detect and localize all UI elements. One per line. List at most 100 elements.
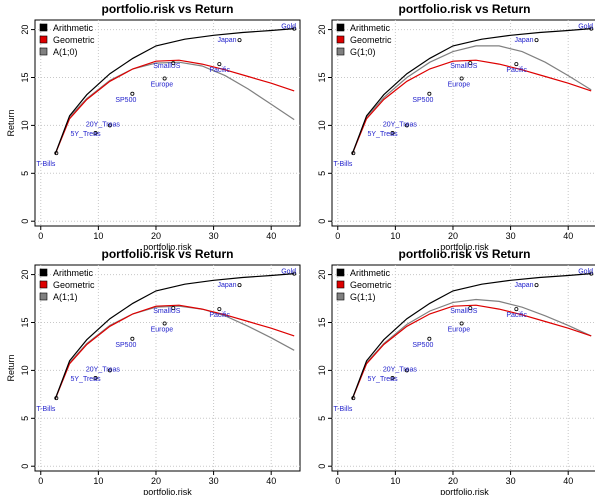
x-tick-label: 10 [390,476,400,486]
legend-label: G(1;1) [350,292,376,302]
asset-point [237,283,242,288]
x-tick-label: 30 [209,476,219,486]
legend-label: Geometric [350,280,392,290]
x-tick-label: 10 [390,231,400,241]
x-tick-label: 0 [38,476,43,486]
asset-point [351,396,356,401]
legend-swatch [336,292,345,301]
asset-label: Japan [218,282,237,289]
x-tick-label: 0 [335,476,340,486]
x-axis-label: portfolio.risk [143,487,192,495]
x-tick-label: 20 [151,231,161,241]
asset-point [468,306,473,311]
asset-label: 5Y_Treas [367,131,398,138]
asset-point [534,283,539,288]
y-axis-label: Return [6,109,16,136]
x-axis-label: portfolio.risk [440,487,489,495]
legend-swatch [39,292,48,301]
legend: Arithmetic Geometric G(1;0) [336,23,392,57]
asset-point [292,26,297,31]
asset-label: Japan [218,37,237,44]
y-tick-label: 20 [20,270,30,280]
plot-frame [34,19,301,227]
asset-point [459,321,464,326]
y-tick-label: 10 [20,120,30,130]
legend-label: Geometric [53,280,95,290]
asset-point [217,307,222,312]
asset-point [534,38,539,43]
series-line-0 [54,273,295,400]
asset-label: SP500 [115,342,136,349]
asset-label: 5Y_Treas [70,376,101,383]
asset-point [404,368,409,373]
series-line-0 [54,28,295,155]
asset-point [427,336,432,341]
asset-point [107,368,112,373]
asset-label: Pacific [209,67,230,74]
y-tick-label: 20 [317,270,327,280]
asset-point [162,76,167,81]
asset-point [351,151,356,156]
series-line-1 [351,304,592,400]
asset-point [162,321,167,326]
plot-frame [34,264,301,472]
asset-label: Europe [448,81,471,88]
x-tick-label: 40 [266,231,276,241]
asset-label: Gold [281,269,296,276]
legend-swatch [336,35,345,44]
asset-point [468,61,473,66]
asset-label: Pacific [209,312,230,319]
legend-swatch [336,23,345,32]
y-tick-label: 20 [317,25,327,35]
asset-point [107,123,112,128]
y-tick-label: 15 [317,72,327,82]
asset-label: T-Bills [333,406,353,413]
plot-frame [331,19,595,227]
legend-label: A(1;1) [53,292,78,302]
asset-label: T-Bills [36,161,56,168]
asset-label: SP500 [412,342,433,349]
asset-label: 5Y_Treas [70,131,101,138]
legend-swatch [336,47,345,56]
series-line-0 [351,273,592,400]
asset-point [589,271,594,276]
x-tick-label: 40 [563,231,573,241]
legend: Arithmetic Geometric A(1;0) [39,23,95,57]
asset-label: T-Bills [333,161,353,168]
y-tick-label: 10 [317,120,327,130]
asset-point [54,151,59,156]
legend-swatch [39,35,48,44]
asset-label: Japan [515,282,534,289]
asset-label: Europe [151,81,174,88]
chart-panel-1: 0 10 20 30 40 0 5 10 15 20 portfolio.risk vs Retur… [6,2,301,252]
asset-point [171,306,176,311]
legend-swatch [39,280,48,289]
x-axis-label: portfolio.risk [143,242,192,252]
legend-label: Geometric [350,35,392,45]
legend-label: Arithmetic [53,23,94,33]
x-tick-label: 20 [448,231,458,241]
x-tick-label: 20 [448,476,458,486]
chart-title: portfolio.risk vs Return [101,247,233,261]
series-line-2 [54,61,295,155]
series-line-1 [351,59,592,155]
series-line-2 [351,298,592,400]
series-line-1 [54,59,295,155]
legend-label: Arithmetic [350,268,391,278]
asset-label: Gold [281,24,296,31]
chart-title: portfolio.risk vs Return [101,2,233,16]
y-tick-label: 0 [317,464,327,469]
asset-point [237,38,242,43]
asset-point [514,307,519,312]
x-tick-label: 20 [151,476,161,486]
legend-label: A(1;0) [53,47,78,57]
x-tick-label: 30 [506,476,516,486]
asset-point [217,62,222,67]
y-tick-label: 15 [317,317,327,327]
y-tick-label: 15 [20,72,30,82]
series-line-2 [351,45,592,155]
asset-point [459,76,464,81]
x-tick-label: 30 [209,231,219,241]
asset-point [130,336,135,341]
asset-point [171,61,176,66]
